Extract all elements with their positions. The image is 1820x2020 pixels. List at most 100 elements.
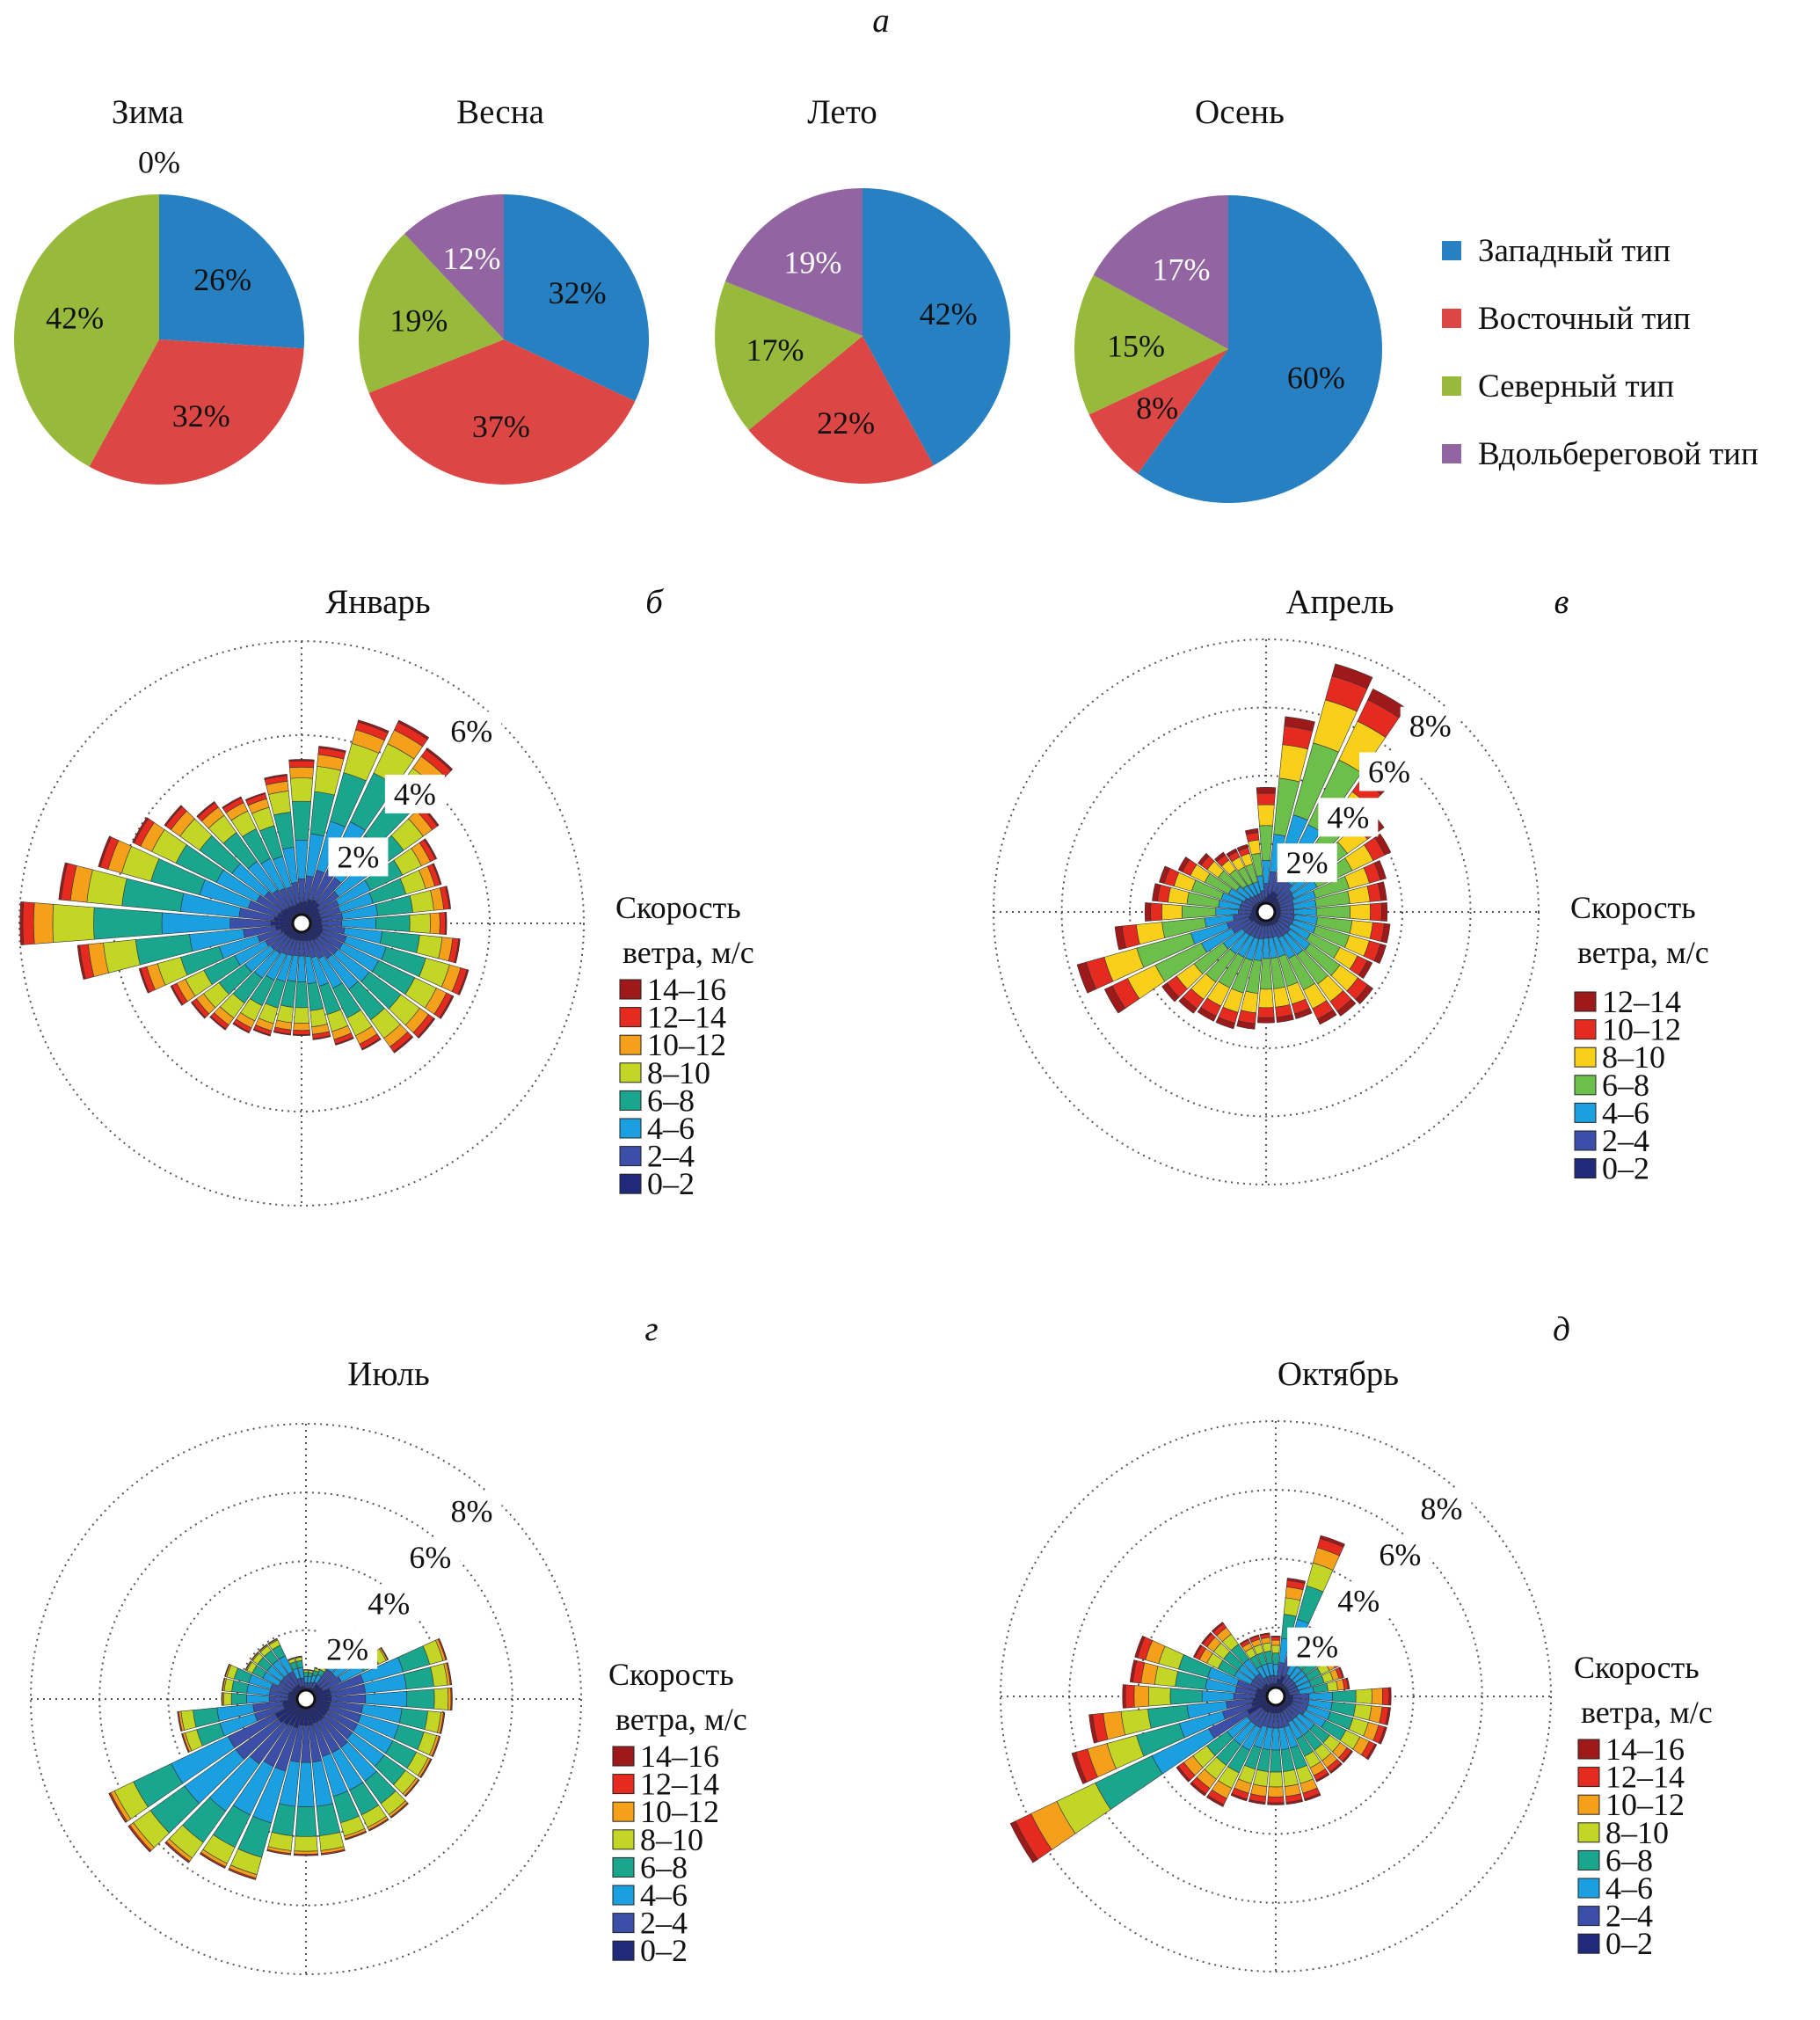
wind-sector-bar	[1271, 1652, 1280, 1666]
legend-label: 8–10	[647, 1055, 710, 1090]
legend-label: 10–12	[1602, 1012, 1681, 1047]
wind-sector-bar	[1211, 1622, 1225, 1633]
wind-sector-bar	[1259, 958, 1273, 990]
wind-sector-bar	[1273, 1675, 1278, 1684]
wind-sector-bar	[345, 1831, 368, 1841]
wind-sector-bar	[289, 766, 314, 779]
wind-sector-bar	[1129, 1659, 1138, 1683]
legend-label: 0–2	[1605, 1926, 1653, 1961]
ring-label: 8%	[1409, 709, 1452, 744]
legend-swatch	[612, 1801, 635, 1822]
wind-sector-bar	[1236, 843, 1249, 851]
wind-sector-bar	[1257, 804, 1275, 827]
wind-sector-bar	[98, 835, 112, 868]
pie-slice	[159, 194, 304, 349]
legend-swatch	[612, 1885, 635, 1906]
legend-title: ветра, м/с	[622, 935, 754, 970]
legend-swatch	[619, 979, 642, 1000]
wind-sector-bar	[264, 773, 288, 780]
legend-label: 6–8	[640, 1849, 688, 1885]
legend-swatch	[619, 1090, 642, 1111]
wind-sector-bar	[433, 1688, 449, 1710]
wind-sector-bar	[86, 869, 127, 907]
legend-swatch	[619, 1146, 642, 1167]
legend-swatch	[1577, 1906, 1600, 1927]
wind-sector-bar	[1350, 903, 1371, 921]
legend-label: 2–4	[1602, 1123, 1649, 1158]
wind-sector-bar	[1259, 1632, 1270, 1637]
ring-label: 2%	[1286, 845, 1329, 880]
pie-slice	[1138, 195, 1382, 503]
wind-sector-bar	[1262, 1642, 1272, 1653]
wind-sector-bar	[244, 1660, 251, 1671]
legend-label: 12–14	[1605, 1760, 1685, 1795]
ring-label-bg	[1411, 1489, 1472, 1528]
wind-sector-bar	[266, 1849, 291, 1856]
wind-sector-bar	[1353, 1703, 1372, 1721]
ring-label-bg	[400, 1537, 461, 1577]
wind-sector-bar	[1253, 1768, 1269, 1787]
wind-sector-bar	[451, 1687, 453, 1711]
pie-slice	[715, 281, 863, 431]
ring-label: 6%	[1368, 754, 1410, 789]
wind-sector-bar	[447, 1662, 453, 1686]
pie-slice-label: 0%	[138, 145, 180, 180]
legend-swatch	[1574, 991, 1597, 1012]
ring-label-bg	[1370, 1535, 1431, 1574]
legend-swatch	[619, 1173, 642, 1194]
wind-sector-bar	[1373, 860, 1387, 881]
wind-sector-bar	[1197, 1007, 1217, 1022]
wind-sector-bar	[1147, 1686, 1171, 1707]
wind-sector-bar	[1133, 1685, 1150, 1708]
wind-sector-bar	[1236, 1020, 1256, 1030]
legend-swatch	[1574, 1102, 1597, 1123]
wind-rose-4: Октябрь 2% 4% 6% 8% Скорость ветра, м/с14–1612…	[1000, 1355, 1713, 1973]
pie-slice-label: 19%	[389, 303, 448, 338]
legend-swatch	[612, 1913, 635, 1934]
pie-slice	[748, 336, 934, 484]
pie-slice-label: 32%	[549, 275, 607, 310]
wind-sector-bar	[138, 967, 150, 994]
wind-sector-bar	[1244, 828, 1259, 835]
wind-sector-bar	[1370, 902, 1382, 922]
pie-slice	[1093, 195, 1228, 349]
legend-label: 14–16	[1605, 1732, 1685, 1767]
wind-sector-bar	[276, 1004, 294, 1024]
pie-slice	[1088, 349, 1228, 474]
ring-label: 6%	[450, 713, 492, 748]
wind-sector-bar	[1154, 1666, 1179, 1688]
wind-sector-bar	[1278, 744, 1308, 783]
pie-slice-label: 42%	[46, 300, 104, 335]
wind-sector-bar	[1304, 1792, 1321, 1802]
grid-ring	[1060, 706, 1472, 1118]
wind-sector-bar	[303, 1669, 309, 1673]
wind-sector-bar	[1268, 1771, 1284, 1788]
wind-sector-bar	[1076, 961, 1096, 994]
ring-label: 4%	[368, 1586, 410, 1621]
legend-label: 10–12	[640, 1794, 719, 1829]
wind-sector-bar	[289, 777, 314, 802]
wind-sector-bar	[181, 1733, 189, 1754]
wind-sector-bar	[304, 1682, 308, 1688]
wind-sector-bar	[293, 1007, 310, 1024]
wind-sector-bar	[1262, 859, 1270, 885]
wind-sector-bar	[1240, 990, 1259, 1014]
wind-rose-2: Апрель 2% 4% 6% 8% Скорость ветра, м/с 12–1410–…	[993, 583, 1709, 1186]
wind-sector-bar	[161, 912, 231, 935]
wind-sector-bar	[420, 1759, 433, 1779]
wind-sector-bar	[33, 902, 55, 944]
pie-slice	[404, 194, 504, 339]
wind-sector-bar	[1347, 886, 1371, 904]
ring-label-bg	[1400, 706, 1460, 746]
wind-sector-bar	[1380, 902, 1388, 922]
wind-sector-bar	[294, 1850, 318, 1855]
wind-sector-bar	[1214, 851, 1226, 863]
wind-sector-bar	[1276, 1014, 1294, 1023]
wind-sector-bar	[1198, 852, 1210, 866]
legend-label: 8–10	[1602, 1039, 1665, 1075]
legend-swatch	[1577, 1878, 1600, 1899]
legend-swatch	[1577, 1822, 1600, 1843]
legend-label: 0–2	[1602, 1151, 1649, 1186]
legend-label: 12–14	[640, 1767, 719, 1802]
wind-sector-bar	[1136, 922, 1166, 945]
